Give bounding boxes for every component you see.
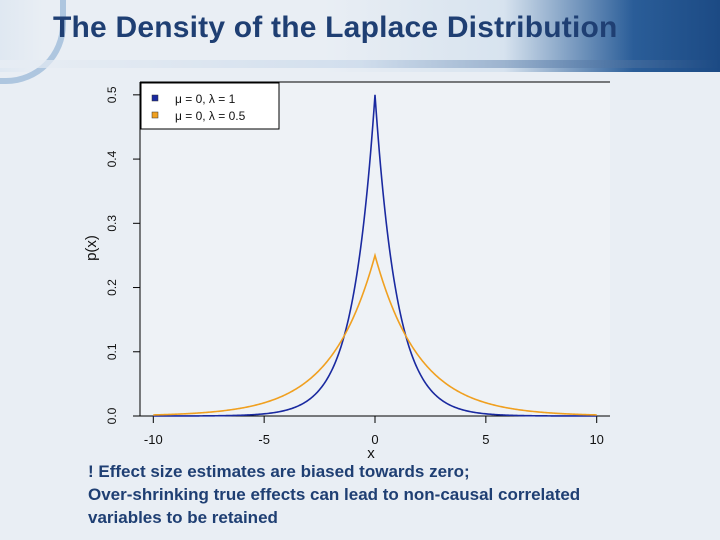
legend: μ = 0, λ = 1 μ = 0, λ = 0.5: [140, 82, 280, 130]
x-tick-label: 0: [371, 432, 378, 447]
legend-swatch-series1: [151, 94, 159, 102]
y-tick-label: 0.2: [105, 279, 119, 296]
x-tick-label: -10: [144, 432, 163, 447]
series-line-2: [153, 252, 597, 416]
caption: ! Effect size estimates are biased towar…: [88, 460, 698, 529]
series-line-1: [153, 94, 597, 417]
y-tick-label: 0.5: [105, 86, 119, 103]
y-tick-label: 0.0: [105, 407, 119, 424]
caption-line-1: ! Effect size estimates are biased towar…: [88, 462, 470, 481]
y-tick-label: 0.3: [105, 215, 119, 232]
header-accent-band: [0, 60, 720, 68]
y-tick-label: 0.4: [105, 150, 119, 167]
x-tick-label: 5: [482, 432, 489, 447]
y-tick-label: 0.1: [105, 343, 119, 360]
slide-title: The Density of the Laplace Distribution: [53, 11, 618, 44]
caption-line-2: Over-shrinking true effects can lead to …: [88, 485, 581, 504]
y-ticks: 0.0 0.1 0.2 0.3 0.4 0.5: [105, 86, 140, 424]
legend-label-series1: μ = 0, λ = 1: [175, 92, 236, 106]
x-ticks: -10 -5 0 5 10: [144, 416, 604, 447]
legend-label-series2: μ = 0, λ = 0.5: [175, 109, 246, 123]
x-tick-label: 10: [589, 432, 603, 447]
legend-swatch-series2: [151, 111, 159, 119]
y-axis-label: p(x): [83, 235, 100, 261]
plot-background: [140, 82, 610, 416]
x-axis-label: x: [367, 445, 375, 462]
legend-box: [140, 82, 280, 130]
series-lines: [153, 94, 597, 417]
x-tick-label: -5: [258, 432, 270, 447]
caption-line-3: variables to be retained: [88, 508, 278, 527]
